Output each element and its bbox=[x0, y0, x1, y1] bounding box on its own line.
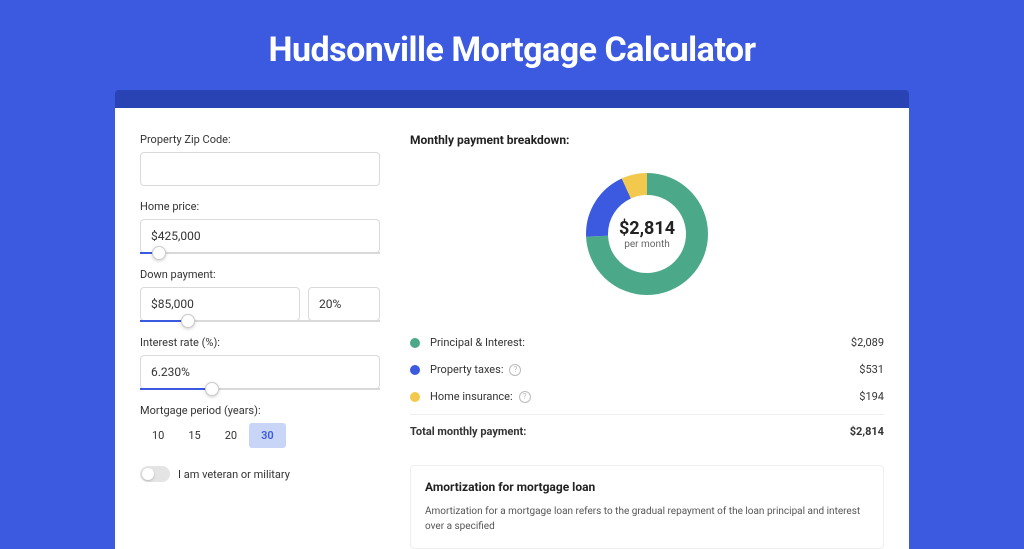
amortization-section: Amortization for mortgage loan Amortizat… bbox=[410, 465, 884, 549]
legend-dot bbox=[410, 365, 420, 375]
card-header-bar bbox=[115, 90, 909, 108]
down-payment-input[interactable] bbox=[140, 287, 300, 321]
period-option-20[interactable]: 20 bbox=[213, 423, 249, 448]
zip-input[interactable] bbox=[140, 152, 380, 186]
field-home-price: Home price: bbox=[140, 200, 380, 254]
slider-fill bbox=[140, 388, 212, 390]
amortization-text: Amortization for a mortgage loan refers … bbox=[425, 504, 869, 534]
interest-label: Interest rate (%): bbox=[140, 336, 380, 349]
legend-total-row: Total monthly payment: $2,814 bbox=[410, 414, 884, 445]
info-icon[interactable]: ? bbox=[519, 391, 531, 403]
donut-chart: $2,814 per month bbox=[410, 159, 884, 319]
interest-input[interactable] bbox=[140, 355, 380, 389]
legend-row: Home insurance:? $194 bbox=[410, 383, 884, 410]
toggle-knob bbox=[142, 468, 154, 480]
donut-center: $2,814 per month bbox=[582, 169, 712, 299]
period-option-30[interactable]: 30 bbox=[249, 423, 286, 448]
period-option-15[interactable]: 15 bbox=[176, 423, 212, 448]
field-veteran: I am veteran or military bbox=[140, 466, 380, 482]
page-title: Hudsonville Mortgage Calculator bbox=[0, 0, 1024, 90]
legend-row: Principal & Interest: $2,089 bbox=[410, 329, 884, 356]
period-option-10[interactable]: 10 bbox=[140, 423, 176, 448]
home-price-input[interactable] bbox=[140, 219, 380, 253]
field-down-payment: Down payment: bbox=[140, 268, 380, 322]
info-icon[interactable]: ? bbox=[509, 364, 521, 376]
legend-label: Property taxes: bbox=[430, 363, 503, 376]
slider-thumb[interactable] bbox=[152, 246, 166, 260]
legend-label: Home insurance: bbox=[430, 390, 513, 403]
veteran-toggle[interactable] bbox=[140, 466, 170, 482]
legend-dot bbox=[410, 392, 420, 402]
total-label: Total monthly payment: bbox=[410, 425, 526, 438]
period-options: 10152030 bbox=[140, 423, 380, 448]
period-label: Mortgage period (years): bbox=[140, 404, 380, 417]
field-interest-rate: Interest rate (%): bbox=[140, 336, 380, 390]
home-price-slider[interactable] bbox=[140, 252, 380, 254]
legend: Principal & Interest: $2,089 Property taxe… bbox=[410, 329, 884, 445]
donut-amount: $2,814 bbox=[619, 218, 675, 239]
card-body: Property Zip Code: Home price: Down paym… bbox=[115, 108, 909, 549]
breakdown-title: Monthly payment breakdown: bbox=[410, 133, 884, 147]
field-zip: Property Zip Code: bbox=[140, 133, 380, 186]
veteran-label: I am veteran or military bbox=[178, 468, 290, 481]
legend-value: $531 bbox=[859, 363, 884, 376]
home-price-label: Home price: bbox=[140, 200, 380, 213]
interest-slider[interactable] bbox=[140, 388, 380, 390]
legend-dot bbox=[410, 338, 420, 348]
legend-value: $2,089 bbox=[851, 336, 884, 349]
total-value: $2,814 bbox=[850, 425, 884, 438]
slider-thumb[interactable] bbox=[181, 314, 195, 328]
form-panel: Property Zip Code: Home price: Down paym… bbox=[140, 133, 380, 549]
breakdown-panel: Monthly payment breakdown: $2,814 per mo… bbox=[410, 133, 884, 549]
legend-row: Property taxes:? $531 bbox=[410, 356, 884, 383]
amortization-title: Amortization for mortgage loan bbox=[425, 480, 869, 494]
field-period: Mortgage period (years): 10152030 bbox=[140, 404, 380, 448]
calculator-card: Property Zip Code: Home price: Down paym… bbox=[0, 90, 1024, 549]
down-payment-slider[interactable] bbox=[140, 320, 380, 322]
down-payment-pct-input[interactable] bbox=[308, 287, 380, 321]
legend-value: $194 bbox=[859, 390, 884, 403]
zip-label: Property Zip Code: bbox=[140, 133, 380, 146]
down-payment-label: Down payment: bbox=[140, 268, 380, 281]
donut-sublabel: per month bbox=[624, 239, 670, 250]
slider-thumb[interactable] bbox=[205, 382, 219, 396]
legend-label: Principal & Interest: bbox=[430, 336, 525, 349]
